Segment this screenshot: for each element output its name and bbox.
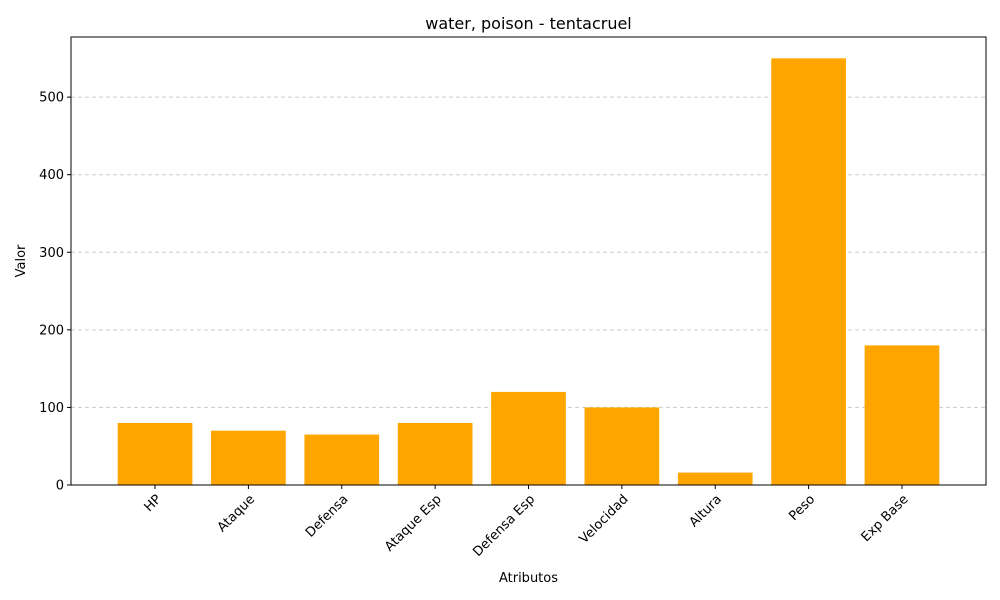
chart-title: water, poison - tentacruel (425, 14, 632, 33)
bar-altura (677, 472, 753, 485)
bar-peso (771, 58, 846, 485)
y-tick-label: 300 (39, 246, 64, 261)
bar-velocidad (584, 407, 660, 485)
bar-defensa (304, 434, 380, 485)
bar-exp-base (864, 345, 940, 485)
y-tick-label: 100 (39, 401, 64, 416)
y-tick-label: 0 (56, 479, 64, 494)
y-axis-label: Valor (14, 244, 29, 277)
bar-ataque-esp (397, 422, 473, 485)
bars (117, 58, 940, 485)
bar-defensa-esp (491, 391, 566, 485)
bar-hp (117, 422, 193, 485)
y-axis: 0 100 200 300 400 500 (39, 91, 71, 494)
y-tick-label: 400 (39, 168, 64, 183)
y-tick-label: 200 (39, 323, 64, 338)
bar-ataque (211, 430, 286, 485)
x-axis-label: Atributos (499, 571, 558, 586)
y-tick-label: 500 (39, 91, 64, 106)
